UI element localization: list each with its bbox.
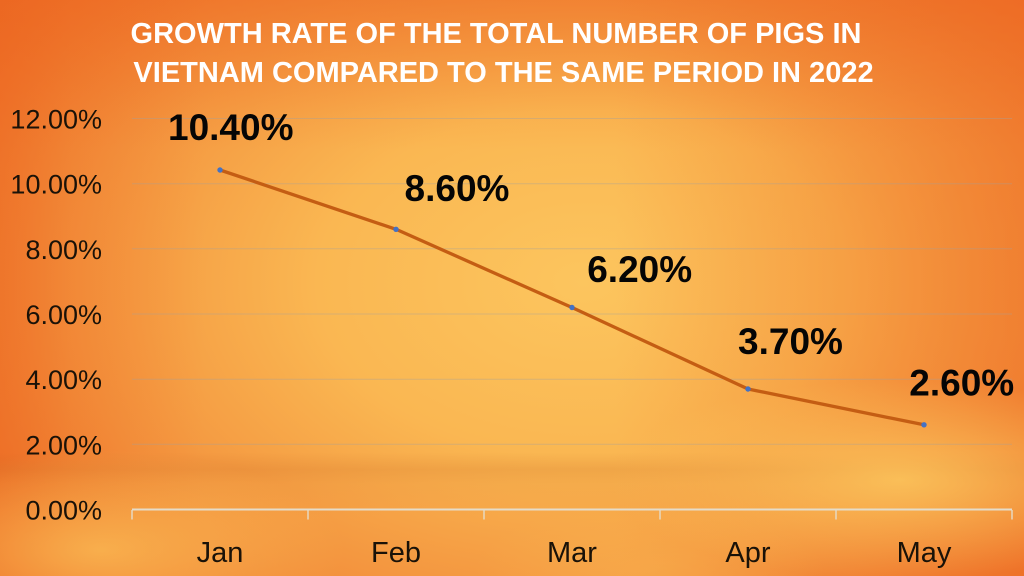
svg-text:Jan: Jan [197, 537, 244, 569]
svg-text:10.00%: 10.00% [10, 170, 102, 200]
svg-text:8.00%: 8.00% [25, 235, 102, 265]
svg-text:2.00%: 2.00% [25, 430, 102, 460]
svg-text:12.00%: 12.00% [10, 105, 102, 135]
svg-text:6.00%: 6.00% [25, 300, 102, 330]
svg-text:Feb: Feb [371, 537, 421, 569]
svg-text:6.20%: 6.20% [587, 249, 692, 290]
svg-text:3.70%: 3.70% [738, 321, 843, 362]
svg-text:0.00%: 0.00% [25, 496, 102, 526]
svg-text:May: May [897, 537, 952, 569]
svg-text:Mar: Mar [547, 537, 597, 569]
svg-text:4.00%: 4.00% [25, 365, 102, 395]
svg-text:GROWTH RATE OF THE TOTAL NUMBE: GROWTH RATE OF THE TOTAL NUMBER OF PIGS … [131, 18, 862, 50]
svg-text:10.40%: 10.40% [168, 107, 294, 148]
svg-text:8.60%: 8.60% [405, 168, 510, 209]
svg-text:VIETNAM COMPARED TO THE SAME P: VIETNAM COMPARED TO THE SAME PERIOD IN 2… [133, 57, 873, 89]
svg-text:Apr: Apr [725, 537, 770, 569]
svg-text:2.60%: 2.60% [909, 362, 1014, 403]
